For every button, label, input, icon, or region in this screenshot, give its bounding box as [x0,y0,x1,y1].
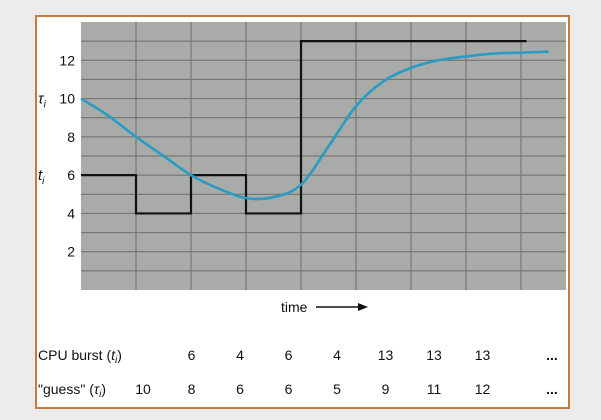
table-cell: 6 [188,347,196,363]
x-axis-label: time [281,299,308,315]
y-tick-label: 2 [67,244,75,260]
y-tick-label: 12 [59,52,75,68]
y-axis-symbols: τi ti [38,91,47,188]
series-layer [80,40,549,215]
y-tick-label: 6 [67,167,75,183]
table-cell: 13 [426,347,442,363]
y-axis-symbol: ti [38,167,45,187]
table-cell: 9 [382,381,390,397]
y-axis-ticks: 2 4 6 8 10 12 [59,52,75,259]
table-cell: 6 [285,347,293,363]
y-tick-label: 4 [67,205,75,221]
table-cell: 10 [135,381,151,397]
burst-table: CPU burst (ti) 6 4 6 4 13 13 13 ... "guess" (τi) 1… [38,347,558,400]
cpu-burst-step-line [81,40,527,215]
y-axis-symbol: τi [38,91,47,111]
time-arrow-icon [316,303,368,311]
table-cell: 13 [378,347,394,363]
table-ellipsis: ... [546,347,558,363]
table-cell: 5 [333,381,341,397]
guess-curve [80,50,549,201]
table-cell: 6 [285,381,293,397]
table-cell: 4 [333,347,341,363]
table-ellipsis: ... [546,381,558,397]
table-cell: 6 [236,381,244,397]
y-tick-label: 8 [67,129,75,145]
table-row-label: CPU burst (ti) [38,347,122,366]
table-cell: 4 [236,347,244,363]
table-cell: 13 [475,347,491,363]
y-tick-label: 10 [59,91,75,107]
table-cell: 8 [188,381,196,397]
table-row-label: "guess" (τi) [38,381,106,400]
table-cell: 12 [475,381,491,397]
table-cell: 11 [427,381,442,397]
